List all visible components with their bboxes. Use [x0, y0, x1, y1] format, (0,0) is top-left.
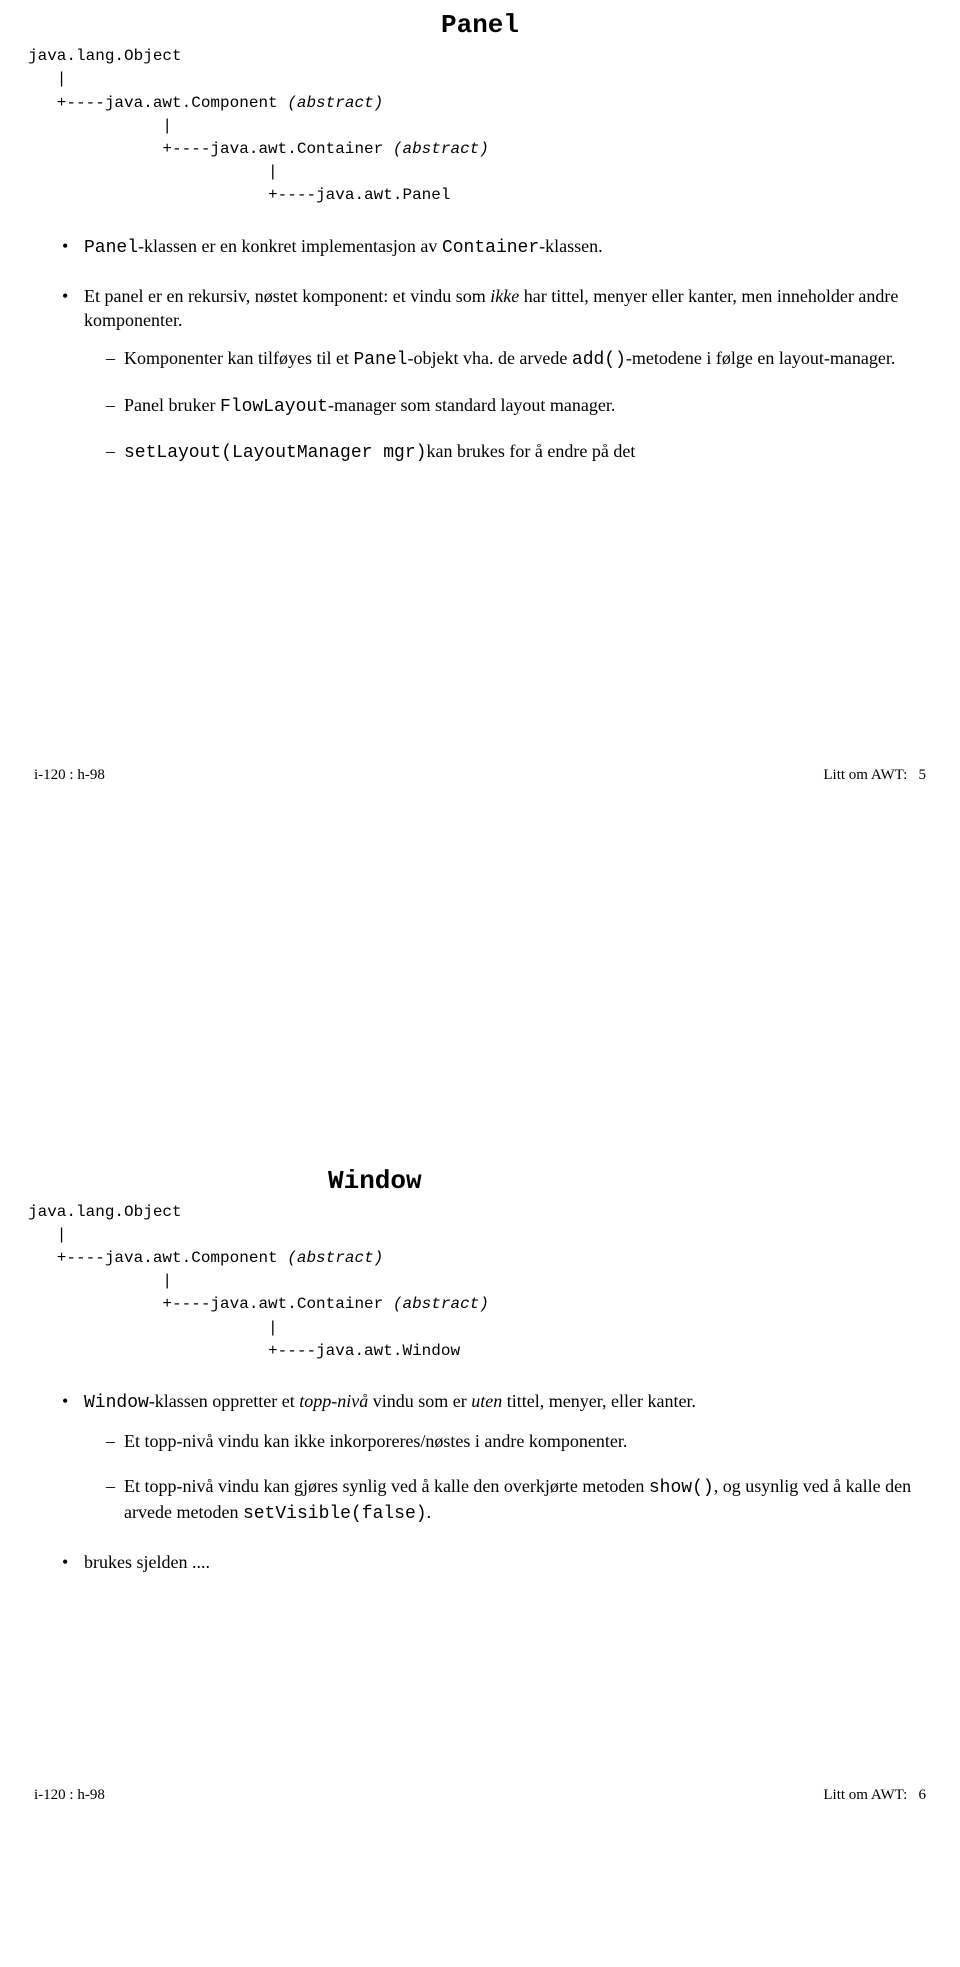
footer-right: Litt om AWT: 5: [823, 765, 926, 785]
page-footer: i-120 : h-98 Litt om AWT: 5: [28, 765, 932, 785]
list-item: Window-klassen oppretter et topp-nivå vi…: [62, 1389, 932, 1526]
window-notes: Window-klassen oppretter et topp-nivå vi…: [28, 1389, 932, 1574]
panel-class-hierarchy: java.lang.Object | +----java.awt.Compone…: [28, 45, 932, 207]
list-item: setLayout(LayoutManager mgr)kan brukes f…: [106, 439, 932, 465]
window-class-hierarchy: java.lang.Object | +----java.awt.Compone…: [28, 1201, 932, 1363]
footer-left: i-120 : h-98: [34, 765, 105, 785]
page-footer: i-120 : h-98 Litt om AWT: 6: [28, 1785, 932, 1805]
list-item: Panel bruker FlowLayout-manager som stan…: [106, 393, 932, 419]
footer-left: i-120 : h-98: [34, 1785, 105, 1805]
panel-notes: Panel-klassen er en konkret implementasj…: [28, 234, 932, 466]
list-item: Et panel er en rekursiv, nøstet komponen…: [62, 284, 932, 465]
list-item: Komponenter kan tilføyes til et Panel-ob…: [106, 346, 932, 372]
list-item: Et topp-nivå vindu kan gjøres synlig ved…: [106, 1474, 932, 1527]
panel-heading: Panel: [28, 10, 932, 41]
window-heading: Window: [28, 1166, 932, 1197]
section-panel: Panel java.lang.Object | +----java.awt.C…: [28, 10, 932, 786]
footer-right: Litt om AWT: 6: [823, 1785, 926, 1805]
list-item: Et topp-nivå vindu kan ikke inkorporeres…: [106, 1429, 932, 1453]
section-window: Window java.lang.Object | +----java.awt.…: [28, 1166, 932, 1805]
list-item: Panel-klassen er en konkret implementasj…: [62, 234, 932, 260]
list-item: brukes sjelden ....: [62, 1550, 932, 1574]
